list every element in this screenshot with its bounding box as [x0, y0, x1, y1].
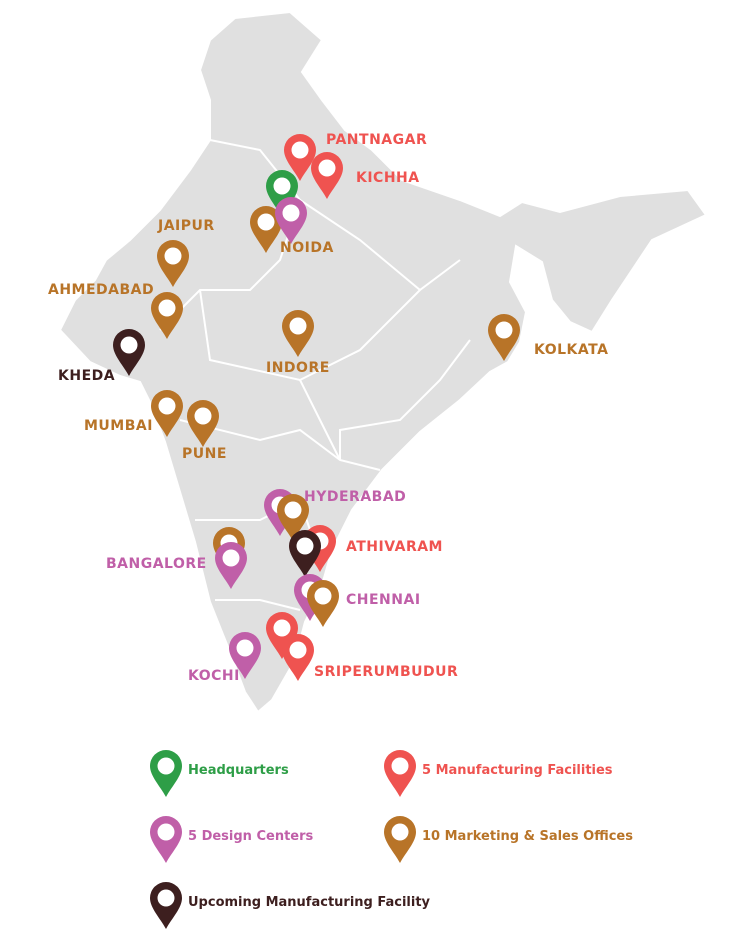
- legend-headquarters-pin-icon: [150, 750, 182, 797]
- city-label-mumbai: MUMBAI: [84, 418, 153, 434]
- headquarters-pin-icon: [266, 170, 298, 217]
- city-label-bangalore: BANGALORE: [106, 556, 207, 572]
- marketing-pin-icon: [157, 240, 189, 287]
- marketing-pin-icon: [151, 292, 183, 339]
- legend-item-headquarters: Headquarters: [188, 763, 289, 778]
- city-label-noida: NOIDA: [280, 240, 334, 256]
- city-label-pantnagar: PANTNAGAR: [326, 132, 428, 148]
- legend-design-pin-icon: [150, 816, 182, 863]
- legend-marketing-pin-icon: [384, 816, 416, 863]
- pins-layer: [113, 134, 520, 681]
- legend-item-upcoming: Upcoming Manufacturing Facility: [188, 895, 431, 910]
- design-pin-icon: [275, 197, 307, 244]
- city-label-pune: PUNE: [182, 446, 227, 462]
- city-label-kheda: KHEDA: [58, 368, 116, 384]
- marketing-pin-icon: [282, 310, 314, 357]
- upcoming-pin-icon: [289, 530, 321, 577]
- upcoming-pin-icon: [113, 329, 145, 376]
- manufacturing-pin-icon: [311, 152, 343, 199]
- city-label-kochi: KOCHI: [188, 668, 240, 684]
- marketing-pin-icon: [187, 400, 219, 447]
- state-borders: [159, 139, 471, 611]
- design-pin-icon: [229, 632, 261, 679]
- manufacturing-pin-icon: [266, 612, 298, 659]
- city-label-jaipur: JAIPUR: [158, 218, 215, 234]
- city-label-chennai: CHENNAI: [346, 592, 421, 608]
- legend-upcoming-pin-icon: [150, 882, 182, 929]
- marketing-pin-icon: [277, 494, 309, 541]
- marketing-pin-icon: [151, 390, 183, 437]
- marketing-pin-icon: [250, 206, 282, 253]
- manufacturing-pin-icon: [284, 134, 316, 181]
- city-label-sriperumbudur: SRIPERUMBUDUR: [314, 664, 459, 680]
- city-label-hyderabad: HYDERABAD: [304, 489, 407, 505]
- legend-item-marketing: 10 Marketing & Sales Offices: [422, 829, 633, 844]
- city-label-kichha: KICHHA: [356, 170, 420, 186]
- design-pin-icon: [215, 542, 247, 589]
- legend-item-design: 5 Design Centers: [188, 829, 314, 844]
- marketing-pin-icon: [307, 580, 339, 627]
- city-label-ahmedabad: AHMEDABAD: [48, 282, 155, 298]
- city-label-indore: INDORE: [266, 360, 330, 376]
- city-label-kolkata: KOLKATA: [534, 342, 609, 358]
- legend-item-manufacturing: 5 Manufacturing Facilities: [422, 763, 613, 778]
- manufacturing-pin-icon: [282, 634, 314, 681]
- marketing-pin-icon: [488, 314, 520, 361]
- legend-manufacturing-pin-icon: [384, 750, 416, 797]
- city-label-athivaram: ATHIVARAM: [346, 539, 443, 555]
